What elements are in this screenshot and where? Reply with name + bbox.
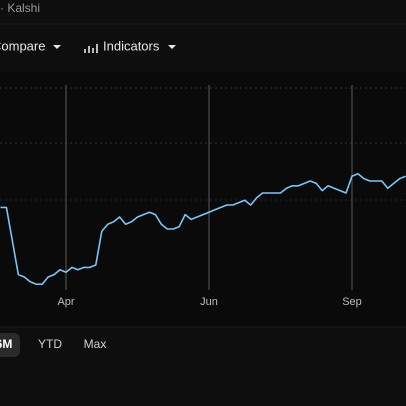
indicators-button[interactable]: Indicators [84,38,176,53]
range-button[interactable]: YTD [38,337,62,351]
compare-label[interactable]: Compare [0,38,45,53]
range-buttons: 6M YTD Max [0,337,106,351]
brand: · Kalshi [0,1,40,15]
indicators-label[interactable]: Indicators [103,38,160,53]
dropdown-caret [53,45,61,49]
indicators-icon [84,44,98,53]
range-selected [0,333,20,357]
price-line [0,173,406,285]
chart-area [0,72,406,327]
x-tick-label: Apr [57,296,74,308]
x-tick-label: Sep [342,296,362,308]
dropdown-caret [168,45,176,49]
compare-button[interactable]: Compare [0,38,61,53]
range-button[interactable]: Max [84,337,107,351]
x-tick-label: Jun [200,296,218,308]
range-button[interactable]: 6M [0,337,12,351]
plot: Apr Jun Sep [0,85,406,308]
